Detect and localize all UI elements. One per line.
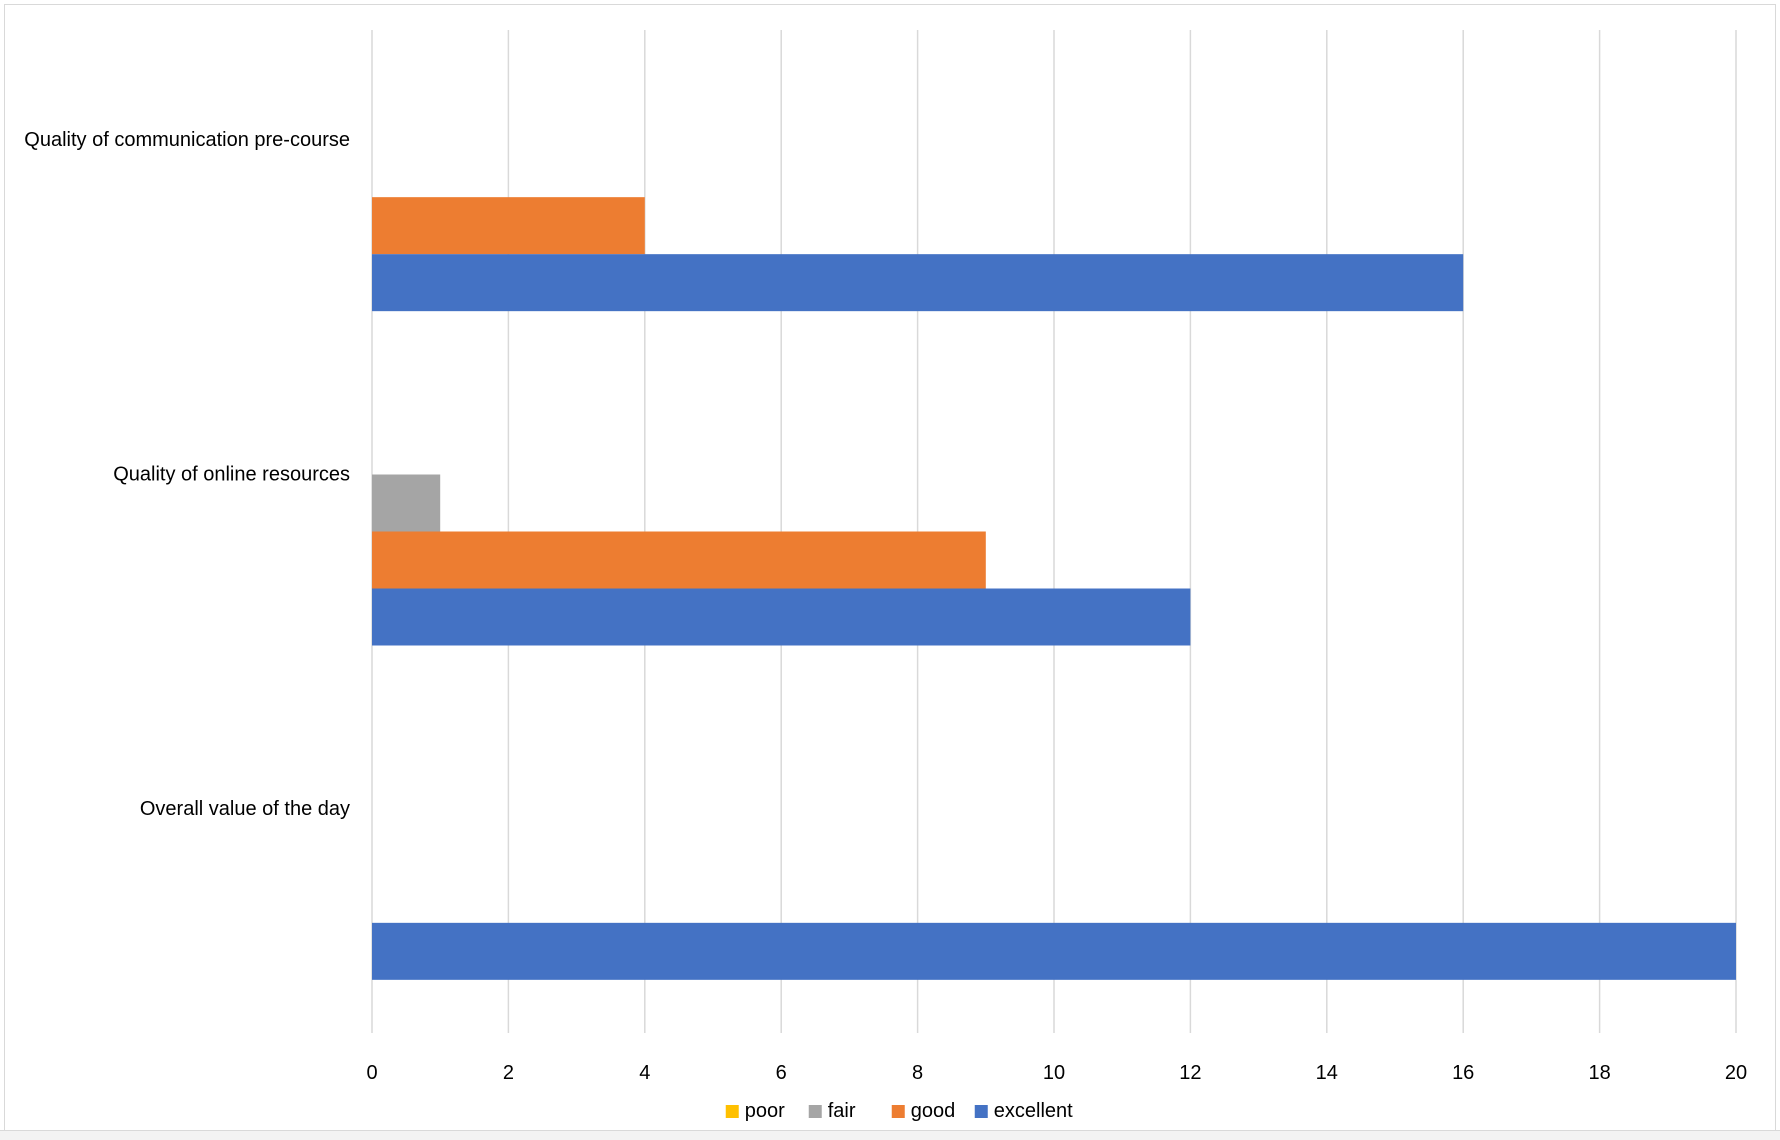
x-tick-label: 6 (776, 1062, 787, 1084)
legend-swatch-good (891, 1105, 905, 1118)
x-tick-label: 16 (1452, 1062, 1474, 1084)
category-labels: Quality of communication pre-course Quali… (24, 129, 350, 820)
legend-label-excellent: excellent (994, 1100, 1073, 1122)
bars (372, 197, 1736, 980)
x-tick-label: 10 (1043, 1062, 1065, 1084)
x-tick-label: 8 (912, 1062, 923, 1084)
category-label: Quality of online resources (113, 464, 350, 486)
x-tick-label: 18 (1588, 1062, 1610, 1084)
legend-label-good: good (911, 1100, 956, 1122)
legend-label-fair: fair (828, 1100, 856, 1122)
bar-good-1 (372, 531, 986, 589)
x-tick-label: 4 (639, 1062, 650, 1084)
x-tick-label: 0 (366, 1062, 377, 1084)
legend-swatch-excellent (974, 1105, 988, 1118)
legend-swatch-fair (808, 1105, 822, 1118)
category-label: Overall value of the day (140, 798, 350, 820)
legend-swatch-poor (725, 1105, 739, 1118)
sheet-tab-strip (0, 1130, 1780, 1140)
bar-excellent-2 (372, 922, 1736, 980)
bar-excellent-1 (372, 588, 1191, 646)
x-tick-label: 20 (1725, 1062, 1747, 1084)
chart-frame: Quality of communication pre-course Quali… (4, 4, 1776, 1134)
legend-label-poor: poor (745, 1100, 785, 1122)
bar-excellent-0 (372, 254, 1464, 312)
x-tick-label: 2 (503, 1062, 514, 1084)
legend: poor fair good excellent (725, 1100, 1073, 1122)
category-label: Quality of communication pre-course (24, 129, 350, 151)
bar-good-0 (372, 197, 645, 255)
x-tick-label: 12 (1179, 1062, 1201, 1084)
x-axis-tick-labels: 0 2 4 6 8 10 12 14 16 18 20 (366, 1062, 1747, 1084)
x-tick-label: 14 (1316, 1062, 1338, 1084)
bar-fair-1 (372, 474, 441, 532)
chart-svg: Quality of communication pre-course Quali… (24, 30, 1747, 1122)
